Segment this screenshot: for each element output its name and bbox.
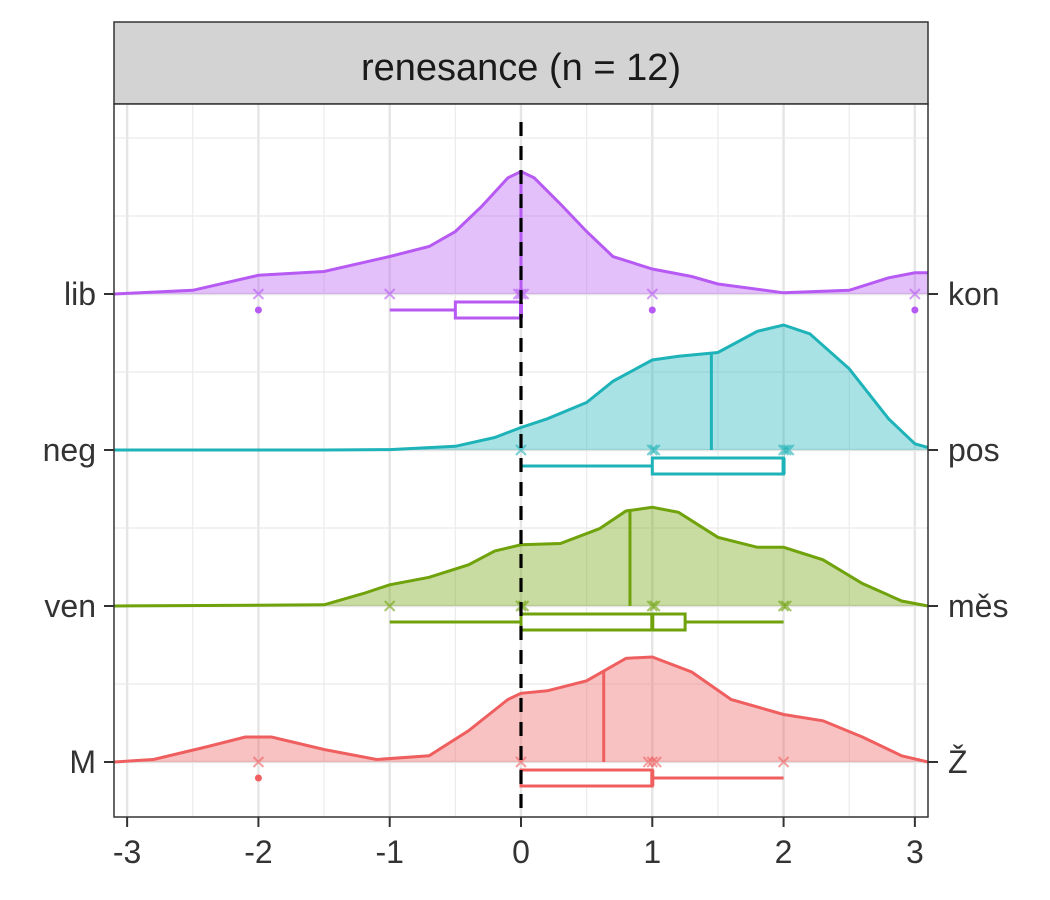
data-point xyxy=(780,600,792,612)
x-tick-label: -1 xyxy=(375,834,403,870)
data-point xyxy=(515,444,527,456)
data-point xyxy=(783,444,795,456)
facet-title: renesance (n = 12) xyxy=(361,47,681,89)
y-label-right: Ž xyxy=(948,744,968,780)
y-label-right: kon xyxy=(948,276,1000,312)
data-point xyxy=(909,288,921,300)
x-tick-label: 3 xyxy=(906,834,924,870)
y-label-left: ven xyxy=(44,588,96,624)
data-point xyxy=(780,444,792,456)
data-point xyxy=(777,756,790,768)
facet-strip: renesance (n = 12) xyxy=(113,21,929,105)
density-line xyxy=(113,655,929,764)
box-outlier xyxy=(254,306,262,314)
data-point xyxy=(252,288,265,300)
density-area xyxy=(114,325,928,450)
box-iqr xyxy=(650,456,786,476)
density-line xyxy=(113,505,929,608)
data-point xyxy=(649,600,661,612)
data-point xyxy=(646,444,658,456)
y-label-right: měs xyxy=(948,588,1008,624)
x-tick-label: 1 xyxy=(643,834,661,870)
x-tick-label: 2 xyxy=(775,834,793,870)
data-point xyxy=(649,444,661,456)
data-point xyxy=(777,444,790,456)
y-label-left: neg xyxy=(43,432,96,468)
data-point xyxy=(384,288,396,300)
density-line xyxy=(114,323,929,452)
box-iqr xyxy=(519,612,687,632)
y-label-left: lib xyxy=(64,276,96,312)
data-point xyxy=(777,600,790,612)
data-point xyxy=(646,756,658,768)
axes: -3 -2 -1 0 1 2 3 lib kon neg pos ven měs M Ž xyxy=(43,276,1009,870)
ridge-neg xyxy=(114,323,929,476)
box-outlier xyxy=(911,306,919,314)
data-point xyxy=(646,288,658,300)
data-point xyxy=(515,756,527,768)
y-label-right: pos xyxy=(948,432,1000,468)
x-tick-label: -2 xyxy=(244,834,272,870)
x-tick-label: 0 xyxy=(512,834,530,870)
y-label-left: M xyxy=(69,744,96,780)
data-point xyxy=(384,600,396,612)
x-tick-label: -3 xyxy=(113,834,141,870)
density-line xyxy=(113,169,928,296)
data-point xyxy=(650,756,662,768)
data-point xyxy=(646,600,658,612)
box-outlier xyxy=(254,774,262,782)
box-outlier xyxy=(648,306,656,314)
data-point xyxy=(252,756,265,768)
box-iqr xyxy=(453,300,523,320)
box-iqr xyxy=(519,768,654,788)
